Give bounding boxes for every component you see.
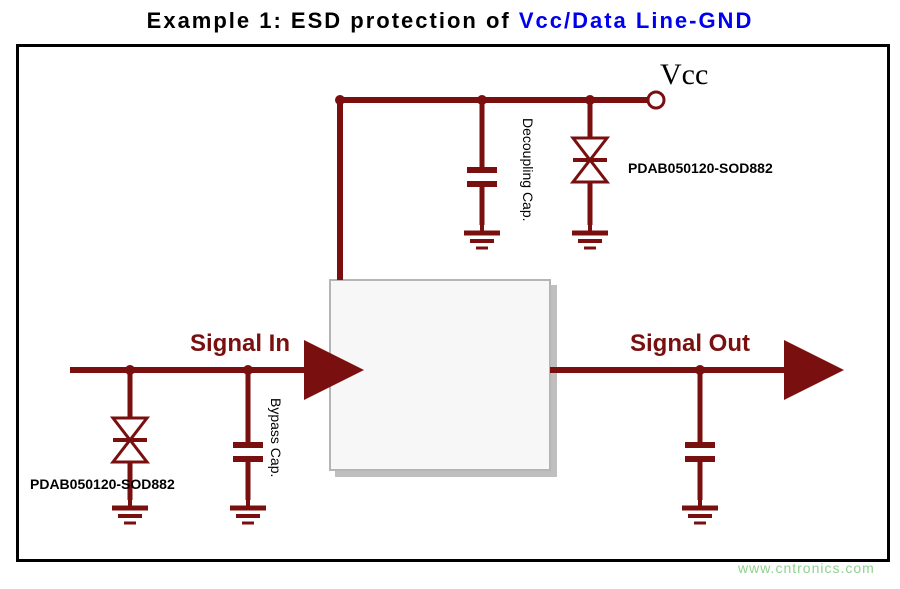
pdab-top-label: PDAB050120-SOD882 <box>628 160 773 176</box>
watermark: www.cntronics.com <box>738 560 875 576</box>
signal-in-label: Signal In <box>190 330 290 358</box>
circuit-svg <box>0 0 900 589</box>
bypass-cap-label: Bypass Cap. <box>268 398 284 477</box>
pdab-left-label: PDAB050120-SOD882 <box>30 476 175 492</box>
signal-out-label: Signal Out <box>630 330 750 358</box>
decoupling-cap-label: Decoupling Cap. <box>520 118 536 222</box>
vcc-label: Vcc <box>660 58 708 92</box>
